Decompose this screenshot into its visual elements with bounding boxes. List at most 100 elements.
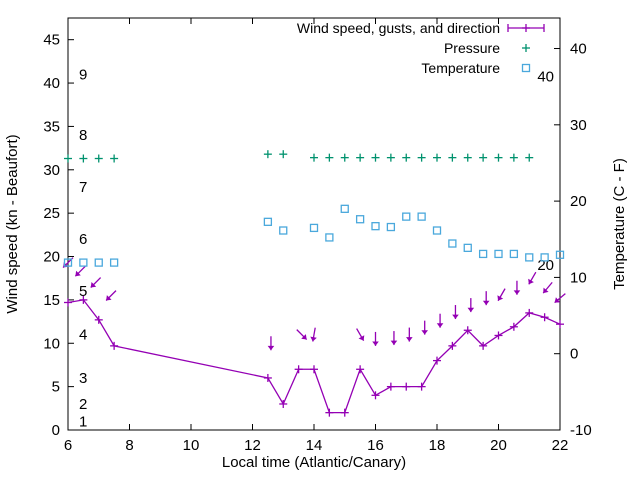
square-marker (263, 217, 273, 226)
square-marker (509, 249, 519, 259)
x-tick-label-7: 20 (490, 437, 507, 454)
wind-direction-arrowhead (452, 314, 459, 320)
x-tick-label-8: 22 (552, 437, 569, 454)
square-marker (521, 63, 531, 73)
wind-direction-arrowhead (301, 334, 307, 340)
y-tick-label-5: 25 (43, 205, 60, 222)
x-tick-label-3: 12 (244, 437, 261, 454)
beaufort-label-3: 3 (79, 370, 87, 387)
square-marker (340, 204, 349, 213)
wind-direction-arrowhead (358, 335, 365, 341)
y-axis-title: Wind speed (kn - Beaufort) (4, 134, 21, 313)
square-marker (355, 215, 365, 224)
square-marker (494, 249, 503, 259)
wind-direction-arrowhead (310, 336, 317, 342)
beaufort-label-8: 8 (79, 127, 87, 144)
x-tick-label-5: 16 (367, 437, 384, 454)
square-marker (325, 233, 334, 242)
square-marker (478, 249, 488, 259)
square-marker (463, 243, 472, 253)
y-tick-label-4: 20 (43, 249, 60, 266)
y2-tick-label-3: 20 (570, 193, 587, 210)
series-temperature (63, 204, 565, 267)
y-tick-label-1: 5 (52, 379, 60, 396)
square-marker (79, 258, 88, 267)
beaufort-scale-labels: 12 3 4 5 6 7 8 9 (79, 66, 87, 430)
wind-direction-arrowhead (436, 323, 444, 328)
data-series-group (62, 150, 566, 417)
wind-direction-arrowhead (106, 295, 112, 301)
wind-direction-arrowhead (75, 270, 81, 277)
y-tick-label-3: 15 (43, 292, 60, 309)
series-wind-direction-arrows (62, 257, 566, 351)
fahrenheit-label-20: 20 (537, 257, 554, 274)
square-marker (109, 258, 119, 267)
beaufort-label-6: 6 (79, 231, 87, 248)
square-marker (386, 222, 396, 232)
y-axis-ticks: 0 5 10 15 20 25 30 35 40 45 (43, 32, 74, 439)
wind-direction-arrowhead (421, 330, 428, 335)
chart-legend: Wind speed, gusts, and direction Pressure… (297, 20, 545, 76)
square-marker (63, 258, 73, 267)
y-tick-label-8: 40 (43, 75, 60, 92)
x-tick-label-6: 18 (429, 437, 446, 454)
square-marker (402, 212, 411, 221)
square-marker (432, 226, 442, 235)
wind-direction-arrowhead (554, 297, 561, 303)
legend-label-wind: Wind speed, gusts, and direction (297, 20, 500, 36)
wind-direction-arrowhead (467, 307, 475, 313)
y2-tick-label-1: 0 (570, 346, 578, 363)
y2-tick-label-4: 30 (570, 117, 587, 134)
wind-direction-arrowhead (90, 282, 97, 288)
x-tick-label-4: 14 (306, 437, 323, 454)
square-marker (448, 239, 457, 248)
square-marker (94, 258, 103, 267)
wind-direction-arrowhead (406, 337, 413, 342)
x-tick-label-2: 10 (183, 437, 200, 454)
x-tick-label-0: 6 (64, 437, 72, 454)
square-marker (371, 222, 380, 231)
series-pressure (64, 150, 534, 163)
beaufort-label-2: 2 (79, 396, 87, 413)
legend-label-pressure: Pressure (444, 40, 500, 56)
y2-axis-ticks: -10 0 10 20 30 40 (554, 41, 592, 439)
y-tick-label-2: 10 (43, 335, 60, 352)
fahrenheit-label-40: 40 (537, 69, 554, 86)
square-marker (525, 253, 534, 262)
wind-direction-arrowhead (482, 300, 490, 306)
wind-direction-arrowhead (267, 345, 275, 351)
beaufort-label-4: 4 (79, 327, 87, 344)
beaufort-label-1: 1 (79, 413, 87, 430)
square-marker (555, 250, 565, 259)
wind-direction-arrowhead (528, 278, 534, 285)
y-tick-label-6: 30 (43, 162, 60, 179)
wind-direction-arrowhead (543, 287, 549, 294)
wind-direction-arrowhead (513, 290, 521, 295)
square-marker (309, 223, 319, 233)
series-wind-speed-gusts-and-direction (64, 295, 564, 417)
y2-tick-label-5: 40 (570, 41, 587, 58)
y2-tick-label-2: 10 (570, 269, 587, 286)
beaufort-label-5: 5 (79, 283, 87, 300)
x-axis-ticks: 6 8 10 12 14 16 18 20 22 (64, 18, 569, 454)
beaufort-label-9: 9 (79, 66, 87, 83)
wind-speed-line (67, 299, 561, 414)
x-tick-label-1: 8 (125, 437, 133, 454)
y-tick-label-0: 0 (52, 422, 60, 439)
square-marker (417, 212, 426, 221)
wind-direction-arrowhead (497, 295, 504, 301)
wind-direction-arrowhead (372, 341, 379, 346)
y-tick-label-7: 35 (43, 118, 60, 135)
wind-direction-arrowhead (390, 340, 398, 346)
y2-axis-title: Temperature (C - F) (611, 158, 628, 290)
square-marker (540, 253, 549, 262)
y-tick-label-9: 45 (43, 32, 60, 49)
beaufort-label-7: 7 (79, 179, 87, 196)
square-marker (279, 226, 288, 235)
y2-tick-label-0: -10 (570, 422, 592, 439)
x-axis-title: Local time (Atlantic/Canary) (222, 454, 406, 471)
legend-label-temperature: Temperature (421, 60, 500, 76)
